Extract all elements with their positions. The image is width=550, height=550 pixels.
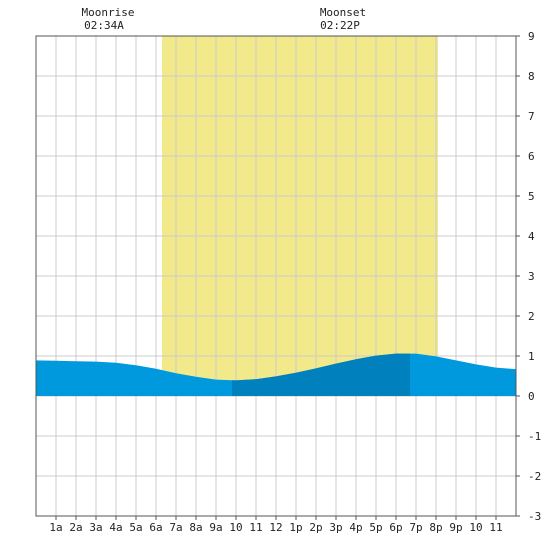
x-tick-label: 11	[249, 521, 262, 534]
y-tick-label: 4	[528, 230, 535, 243]
moonrise-label: Moonrise	[82, 6, 135, 19]
daylight-rect	[162, 36, 438, 396]
y-tick-label: -2	[528, 470, 541, 483]
x-tick-label: 8a	[189, 521, 202, 534]
y-tick-label: 6	[528, 150, 535, 163]
y-tick-label: 1	[528, 350, 535, 363]
x-tick-label: 3a	[89, 521, 102, 534]
y-tick-label: 7	[528, 110, 535, 123]
grid-lines	[36, 35, 516, 517]
x-tick-label: 4a	[109, 521, 122, 534]
x-tick-label: 3p	[329, 521, 342, 534]
x-tick-label: 1a	[49, 521, 62, 534]
y-tick-label: -1	[528, 430, 541, 443]
x-tick-label: 9p	[449, 521, 462, 534]
y-tick-label: -3	[528, 510, 541, 523]
x-tick-label: 4p	[349, 521, 362, 534]
y-tick-label: 2	[528, 310, 535, 323]
y-tick-label: 3	[528, 270, 535, 283]
tide-area	[36, 353, 516, 396]
x-tick-label: 7p	[409, 521, 422, 534]
x-tick-label: 7a	[169, 521, 182, 534]
y-tick-label: 5	[528, 190, 535, 203]
x-tick-label: 11	[489, 521, 502, 534]
x-tick-label: 12	[269, 521, 282, 534]
x-tick-label: 6a	[149, 521, 162, 534]
moonrise-time: 02:34A	[84, 19, 124, 32]
x-tick-label: 8p	[429, 521, 442, 534]
daylight-band	[162, 36, 438, 396]
moonset-label: Moonset	[320, 6, 366, 19]
x-tick-label: 2a	[69, 521, 82, 534]
x-tick-label: 10	[469, 521, 482, 534]
moonset-time: 02:22P	[320, 19, 360, 32]
y-axis-ticks: -3 -2 -1 0 1 2 3 4 5 6 7 8 9	[516, 30, 541, 523]
x-tick-label: 5p	[369, 521, 382, 534]
x-axis-ticks: 1a 2a 3a 4a 5a 6a 7a 8a 9a 10 11 12 1p 2p 3p 4p 5p 6p 7p 8p…	[49, 516, 503, 534]
x-tick-label: 10	[229, 521, 242, 534]
tide-highlight-path	[232, 353, 410, 396]
x-tick-label: 5a	[129, 521, 142, 534]
y-tick-label: 0	[528, 390, 535, 403]
x-tick-label: 1p	[289, 521, 302, 534]
y-tick-label: 9	[528, 30, 535, 43]
x-tick-label: 6p	[389, 521, 402, 534]
y-tick-label: 8	[528, 70, 535, 83]
x-tick-label: 2p	[309, 521, 322, 534]
x-tick-label: 9a	[209, 521, 222, 534]
